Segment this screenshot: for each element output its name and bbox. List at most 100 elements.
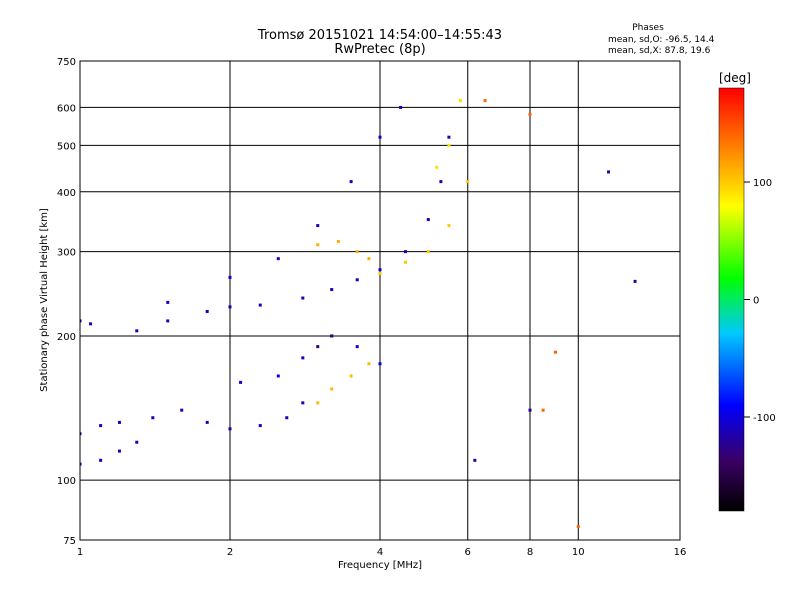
data-point — [135, 440, 139, 444]
x-tick-label: 10 — [572, 547, 585, 558]
data-point — [466, 180, 470, 184]
y-axis-ticks: 75 100 200 300 400 500 600 750 — [57, 57, 76, 547]
data-point — [180, 408, 184, 412]
data-point — [378, 272, 382, 276]
y-tick-label: 750 — [57, 57, 76, 68]
data-point — [447, 135, 451, 139]
data-point — [553, 350, 557, 354]
data-point — [447, 224, 451, 228]
data-point — [228, 427, 232, 431]
data-point — [336, 239, 340, 243]
data-point — [633, 279, 637, 283]
data-point — [316, 243, 320, 247]
data-point — [316, 401, 320, 405]
colorbar-tick-label: -100 — [753, 413, 776, 424]
data-point — [80, 432, 82, 436]
x-tick-label: 1 — [77, 547, 83, 558]
data-point — [403, 250, 407, 254]
data-point — [378, 268, 382, 272]
y-tick-label: 400 — [57, 188, 76, 199]
data-point — [378, 135, 382, 139]
data-point — [80, 462, 82, 466]
data-point — [439, 180, 443, 184]
data-point — [151, 416, 155, 420]
data-point — [99, 424, 103, 428]
x-axis-ticks: 1 2 4 6 8 10 16 — [77, 547, 687, 558]
y-tick-label: 500 — [57, 141, 76, 152]
data-point — [378, 362, 382, 366]
data-point — [228, 275, 232, 279]
data-point — [301, 296, 305, 300]
data-point — [228, 305, 232, 309]
colorbar-tick-label: 0 — [753, 296, 759, 307]
colorbar-tick-label: 100 — [753, 178, 772, 189]
data-point — [349, 374, 353, 378]
data-point — [285, 416, 289, 420]
data-point — [528, 408, 532, 412]
data-point — [135, 329, 139, 333]
data-point — [276, 257, 280, 261]
data-point — [89, 322, 93, 326]
data-point — [355, 278, 359, 282]
data-point — [349, 180, 353, 184]
data-point — [330, 288, 334, 292]
legend-heading: Phases — [632, 23, 664, 33]
data-point — [435, 165, 439, 169]
data-points — [80, 99, 637, 529]
data-point — [483, 99, 487, 103]
data-point — [117, 449, 121, 453]
data-point — [607, 170, 611, 174]
x-tick-label: 4 — [377, 547, 383, 558]
data-point — [355, 345, 359, 349]
data-point — [99, 458, 103, 462]
data-point — [258, 303, 262, 307]
y-tick-label: 75 — [63, 536, 76, 547]
data-point — [399, 105, 403, 109]
data-point — [166, 319, 170, 323]
y-tick-label: 600 — [57, 103, 76, 114]
data-point — [205, 420, 209, 424]
data-point — [458, 99, 462, 103]
plot-grid — [80, 61, 680, 540]
data-point — [330, 334, 334, 338]
plot-frame — [79, 60, 681, 541]
data-point — [473, 458, 477, 462]
data-point — [355, 250, 359, 254]
data-point — [316, 345, 320, 349]
colorbar — [718, 87, 745, 512]
legend-x-stats: mean, sd,X: 87.8, 19.6 — [608, 46, 711, 56]
data-point — [276, 374, 280, 378]
data-point — [426, 218, 430, 222]
y-tick-label: 300 — [57, 248, 76, 259]
data-point — [367, 362, 371, 366]
data-point — [330, 387, 334, 391]
data-point — [205, 309, 209, 313]
chart-title: Tromsø 20151021 14:54:00–14:55:43 — [257, 28, 502, 43]
data-point — [117, 420, 121, 424]
colorbar-label: [deg] — [719, 71, 751, 85]
x-tick-label: 16 — [674, 547, 687, 558]
y-tick-label: 200 — [57, 332, 76, 343]
y-axis-label: Stationary phase Virtual Height [km] — [39, 208, 50, 392]
x-tick-label: 2 — [227, 547, 233, 558]
data-point — [576, 525, 580, 529]
data-point — [166, 300, 170, 304]
x-tick-label: 8 — [527, 547, 533, 558]
data-point — [367, 257, 371, 261]
data-point — [316, 224, 320, 228]
data-point — [239, 380, 243, 384]
data-point — [426, 250, 430, 254]
colorbar-ticks: 100 0 -100 — [744, 178, 776, 424]
data-point — [403, 260, 407, 264]
data-point — [301, 401, 305, 405]
data-point — [301, 356, 305, 360]
y-tick-label: 100 — [57, 476, 76, 487]
chart-subtitle: RwPretec (8p) — [334, 42, 425, 57]
data-point — [541, 408, 545, 412]
data-point — [258, 424, 262, 428]
data-point — [528, 112, 532, 116]
x-axis-label: Frequency [MHz] — [338, 560, 422, 571]
data-point — [80, 319, 82, 323]
legend-o-stats: mean, sd,O: -96.5, 14.4 — [608, 35, 715, 45]
